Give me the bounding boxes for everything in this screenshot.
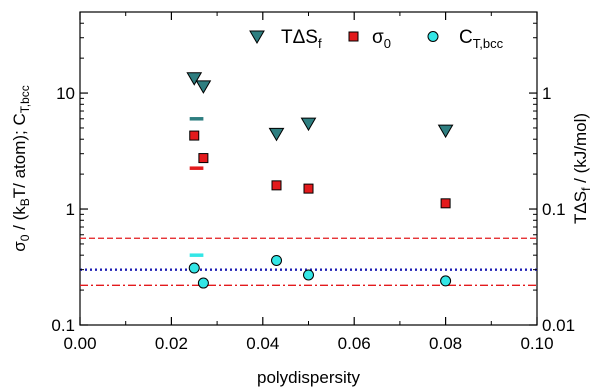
point-tds-3: [300, 117, 317, 132]
point-tds-4: [437, 124, 454, 139]
data-marks: [186, 72, 454, 289]
legend-marker-sigma0: [348, 31, 359, 42]
y-right-tick-label: 0.1: [542, 200, 566, 219]
y-left-tick-label: 0.1: [51, 316, 75, 335]
y-axis-title-left: σ0 / (kBT/ atom); CT,bcc: [10, 85, 32, 252]
point-tds-1: [195, 80, 212, 94]
y-left-tick-label: 10: [56, 84, 75, 103]
point-ctbcc-1: [197, 277, 209, 289]
point-sigma0-3: [303, 183, 314, 194]
point-tds-2: [268, 127, 285, 142]
point-sigma0-0: [189, 130, 200, 141]
y-left-tick-label: 1: [66, 200, 75, 219]
axis-ticks: [79, 11, 538, 326]
x-tick-label: 0.04: [246, 334, 279, 353]
y-right-tick-label: 0.01: [542, 316, 575, 335]
y-right-tick-label: 1: [542, 84, 551, 103]
x-tick-label: 0.02: [155, 334, 188, 353]
x-tick-label: 0.00: [63, 334, 96, 353]
point-tds-0: [186, 72, 203, 86]
legend-label-tds: TΔSf: [281, 27, 322, 51]
x-tick-label: 0.06: [338, 334, 371, 353]
legend-marker-tds: [249, 30, 265, 44]
point-ctbcc-4: [440, 275, 452, 287]
point-ctbcc-3: [303, 269, 314, 281]
x-axis-title: polydispersity: [257, 368, 360, 387]
legend-label-sigma0: σ0: [372, 27, 391, 51]
x-tick-label: 0.10: [520, 334, 553, 353]
point-ctbcc-0: [188, 262, 200, 274]
point-sigma0-2: [271, 180, 282, 191]
tick-labels: 0.00 0.02 0.04 0.06 0.08 0.10 0.1 1 10 0.01 0.1 1: [51, 84, 575, 353]
x-tick-label: 0.08: [429, 334, 462, 353]
y-axis-title-right: TΔSf / (kJ/mol): [571, 113, 593, 224]
short-bars: [189, 117, 204, 257]
point-sigma0-4: [440, 198, 451, 209]
point-sigma0-1: [198, 153, 209, 164]
legend-label-ctbcc: CT,bcc: [459, 27, 504, 51]
reference-lines: [80, 237, 537, 286]
legend: TΔSf σ0 CT,bcc: [249, 27, 504, 51]
point-ctbcc-2: [271, 254, 283, 266]
legend-marker-ctbcc: [427, 31, 439, 42]
